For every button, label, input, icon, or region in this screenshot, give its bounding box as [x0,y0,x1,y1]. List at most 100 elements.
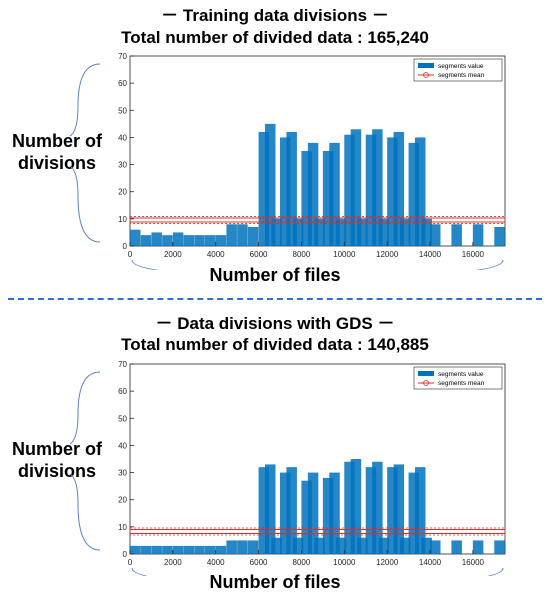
y-tick-label: 50 [118,106,127,115]
bar [258,467,270,554]
bar [472,224,484,246]
bar [226,540,237,554]
y-tick-label: 70 [118,360,127,369]
bracket-bottom-right [486,567,504,576]
bar [172,545,184,554]
bracket-left-bottom [69,165,101,243]
panel-divider [8,298,542,300]
bar [258,132,270,246]
bar [350,459,362,554]
bar [430,224,441,246]
bar [329,472,340,554]
bar [205,235,216,246]
y-tick-label: 40 [118,133,127,142]
bar [344,134,355,246]
bar [329,142,340,246]
bar [215,545,227,554]
bar [357,537,368,554]
bar [451,540,462,554]
bar [335,537,347,554]
bar [301,480,312,554]
chart-title: － Training data divisions － [161,6,389,25]
y-tick-label: 70 [118,52,127,61]
chart-subtitle: Total number of divided data : 140,885 [121,335,429,354]
bar [226,224,237,246]
bracket-bottom-right [474,259,504,270]
bar [130,545,141,554]
bar [130,229,141,246]
x-tick-label: 2000 [164,558,182,567]
x-tick-label: 10000 [333,558,356,567]
bar [408,472,420,554]
bar [314,218,325,246]
bar [372,129,383,246]
x-tick-label: 0 [128,250,133,259]
bar [183,545,195,554]
bar [378,218,390,246]
bar [393,464,405,554]
y-tick-label: 0 [123,550,128,559]
x-axis-label: Number of files [209,572,341,592]
bar [372,461,383,554]
x-tick-label: 6000 [250,250,268,259]
x-tick-label: 14000 [419,558,442,567]
bracket-bottom-left [131,259,161,270]
y-tick-label: 20 [118,188,127,197]
x-tick-label: 16000 [462,558,485,567]
bar [415,467,426,554]
x-tick-label: 2000 [164,250,182,259]
y-tick-label: 40 [118,441,127,450]
bar [271,537,282,554]
bar [162,545,173,554]
bracket-left-top [69,371,101,445]
bar [393,132,405,246]
bar [194,545,205,554]
y-tick-label: 50 [118,414,127,423]
bar [247,227,259,246]
chart-subtitle: Total number of divided data : 165,240 [121,28,429,47]
bar [494,540,505,554]
legend-swatch [418,63,434,68]
bar [162,235,173,246]
bar [472,540,484,554]
bar [271,218,282,246]
bar [494,227,505,246]
bar [237,224,248,246]
bar [400,537,411,554]
bar [307,472,319,554]
bar [421,537,432,554]
x-tick-label: 10000 [333,250,356,259]
bar [451,224,462,246]
bar [215,235,227,246]
bar [357,218,368,246]
x-tick-label: 6000 [250,558,268,567]
bar [280,137,291,246]
y-tick-label: 0 [123,242,128,251]
x-tick-label: 12000 [376,250,399,259]
bar [183,235,195,246]
bar [140,545,152,554]
bar [265,123,276,246]
bar [292,218,304,246]
legend-marker [423,380,429,386]
mean-marker-band [129,527,506,536]
legend-label: segments mean [438,380,485,387]
legend-swatch [418,371,434,376]
y-tick-label: 20 [118,496,127,505]
x-tick-label: 14000 [419,250,442,259]
bar [301,151,312,246]
bar [387,467,398,554]
bar [286,132,297,246]
bar [400,218,411,246]
bar [314,537,325,554]
bar [365,467,377,554]
y-tick-label: 30 [118,161,127,170]
bracket-left-bottom [69,473,101,551]
plot-area: 0 10 20 30 40 50 60 70 0 2000 4000 6000 8000 10000 120… [69,360,506,576]
bar [172,232,184,246]
y-axis-label: Number of divisions [12,439,102,481]
y-axis-label: Number of divisions [12,131,102,173]
x-tick-label: 4000 [207,250,225,259]
bar [140,235,152,246]
chart-panel-1: － Training data divisions － Total number… [0,0,550,298]
